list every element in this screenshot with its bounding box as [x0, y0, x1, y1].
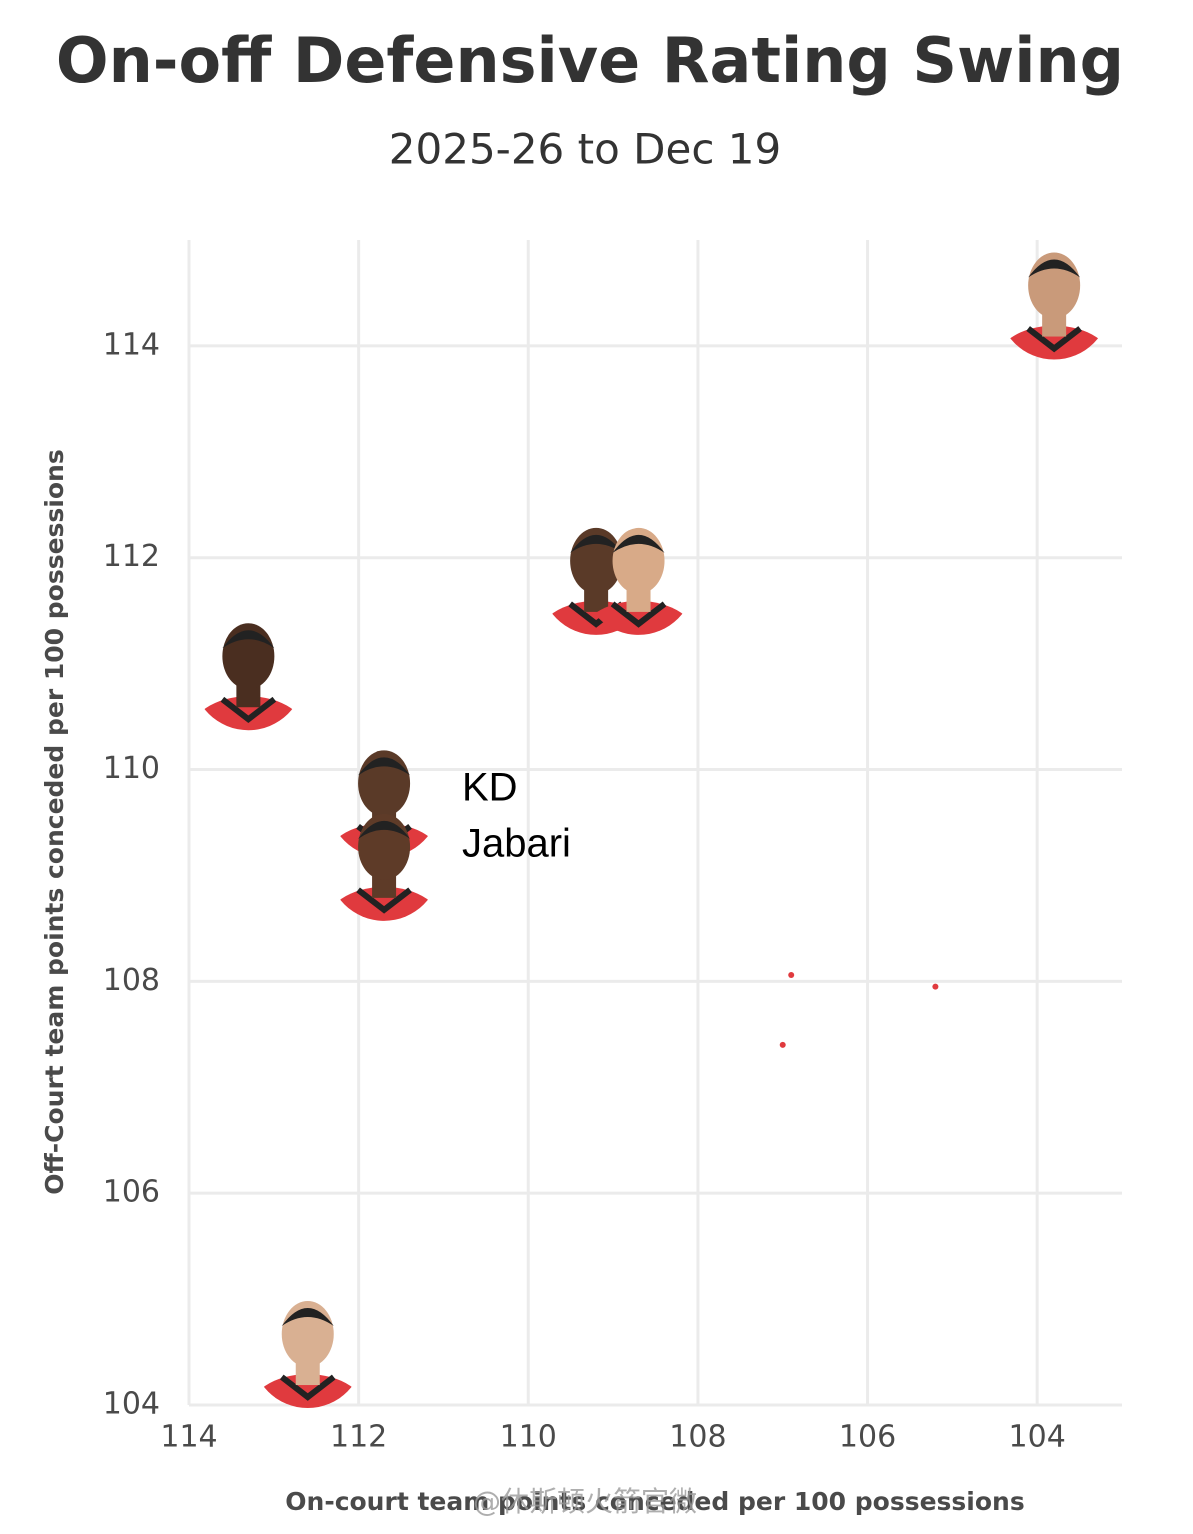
x-tick-label: 110 — [500, 1420, 557, 1455]
marks — [192, 252, 1111, 1409]
jersey — [192, 696, 305, 731]
hair — [358, 757, 411, 776]
jersey — [328, 823, 441, 858]
jersey — [582, 600, 695, 635]
hair — [222, 630, 275, 649]
small-point — [932, 983, 939, 990]
small-point — [788, 972, 795, 979]
collar — [356, 887, 412, 914]
y-axis-label: Off-Court team points conceded per 100 p… — [40, 449, 69, 1194]
grid — [187, 240, 1122, 1407]
collar — [610, 601, 667, 628]
x-tick-label: 114 — [160, 1420, 217, 1455]
collar — [220, 696, 277, 724]
player-headshot — [192, 623, 305, 731]
x-tick-label: 106 — [839, 1420, 896, 1455]
player-headshot — [998, 252, 1111, 360]
y-tick-label: 112 — [103, 539, 160, 574]
player-headshot — [251, 1301, 364, 1409]
y-tick-label: 110 — [103, 751, 160, 786]
watermark: @休斯顿火箭官微 — [473, 1485, 697, 1518]
hair — [1028, 259, 1081, 278]
y-tick-label: 106 — [103, 1175, 160, 1210]
headshot-image — [192, 623, 305, 731]
headshot-image — [998, 252, 1111, 360]
headshot-image — [251, 1301, 364, 1409]
x-tick-label: 104 — [1009, 1420, 1066, 1455]
collar — [279, 1374, 336, 1401]
player-headshot — [328, 813, 441, 921]
hair — [358, 820, 411, 839]
x-tick-label: 112 — [330, 1420, 387, 1455]
x-tick-label: 108 — [669, 1420, 726, 1455]
jersey — [998, 325, 1111, 360]
hair — [570, 534, 623, 553]
collar — [1026, 326, 1082, 353]
player-headshot — [582, 527, 695, 635]
hair — [281, 1308, 334, 1327]
small-point — [779, 1041, 786, 1048]
hair — [612, 534, 665, 553]
headshot-image — [582, 527, 695, 635]
chart-subtitle: 2025-26 to Dec 19 — [389, 125, 781, 174]
jersey — [328, 886, 441, 921]
x-axis-label: On-court team points conceded per 100 po… — [285, 1487, 1024, 1516]
annotation: Jabari — [462, 822, 571, 866]
headshot-image — [328, 813, 441, 921]
annotation: KD — [462, 766, 518, 810]
chart-title: On-off Defensive Rating Swing — [56, 24, 1124, 97]
y-tick-label: 108 — [103, 963, 160, 998]
y-tick-label: 114 — [103, 327, 160, 362]
jersey — [251, 1374, 364, 1409]
y-tick-label: 104 — [103, 1387, 160, 1422]
